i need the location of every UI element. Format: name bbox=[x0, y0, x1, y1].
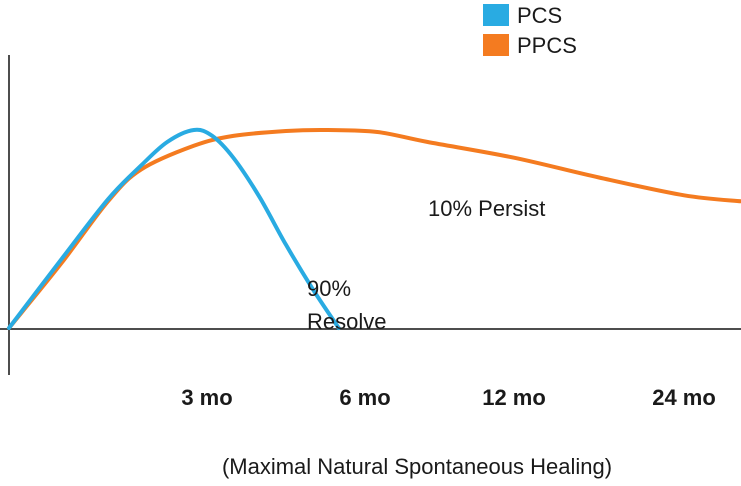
annotation-persist: 10% Persist bbox=[428, 196, 545, 221]
legend: PCS PPCS bbox=[483, 3, 577, 58]
series-layer bbox=[7, 127, 741, 330]
x-tick-label: 6 mo bbox=[339, 385, 390, 410]
x-tick-label: 12 mo bbox=[482, 385, 546, 410]
x-tick-label: 3 mo bbox=[181, 385, 232, 410]
series-line-pcs bbox=[7, 127, 341, 330]
legend-item-ppcs: PPCS bbox=[483, 33, 577, 58]
x-tick-label: 24 mo bbox=[652, 385, 716, 410]
legend-label: PCS bbox=[517, 3, 562, 28]
series-line-ppcs bbox=[7, 127, 741, 330]
legend-swatch bbox=[483, 34, 509, 56]
x-axis-label: (Maximal Natural Spontaneous Healing) bbox=[222, 454, 612, 479]
legend-label: PPCS bbox=[517, 33, 577, 58]
annotation-line: 10% Persist bbox=[428, 196, 545, 221]
annotation-line: Resolve bbox=[307, 309, 386, 334]
annotation-line: 90% bbox=[307, 276, 351, 301]
annotation-resolve: 90% Resolve bbox=[307, 276, 386, 334]
annotations: 90% Resolve 10% Persist bbox=[307, 196, 545, 334]
x-tick-labels: 3 mo 6 mo 12 mo 24 mo bbox=[181, 385, 715, 410]
legend-item-pcs: PCS bbox=[483, 3, 562, 28]
legend-swatch bbox=[483, 4, 509, 26]
